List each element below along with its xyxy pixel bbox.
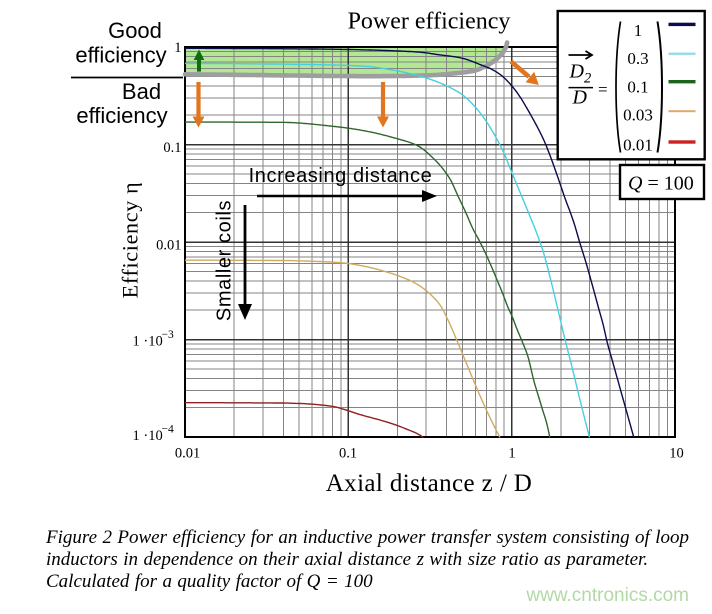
svg-text:1 ·10: 1 ·10 — [133, 428, 163, 444]
svg-text:1: 1 — [174, 40, 181, 56]
svg-text:Q = 100: Q = 100 — [628, 173, 694, 195]
svg-text:0.01: 0.01 — [175, 446, 200, 462]
svg-text:0.1: 0.1 — [627, 78, 648, 97]
svg-text:Axial distance z / D: Axial distance z / D — [326, 470, 533, 497]
svg-text:www.cntronics.com: www.cntronics.com — [525, 585, 689, 606]
svg-text:D: D — [572, 87, 588, 109]
svg-text:Power efficiency: Power efficiency — [348, 9, 511, 35]
svg-text:Efficiency η: Efficiency η — [118, 182, 143, 299]
svg-text:−3: −3 — [162, 329, 174, 341]
svg-text:Bad: Bad — [122, 79, 161, 104]
svg-text:0.1: 0.1 — [339, 446, 357, 462]
svg-text:Calculated for a quality facto: Calculated for a quality factor of Q = 1… — [46, 571, 373, 592]
svg-text:10: 10 — [669, 446, 684, 462]
svg-text:Figure 2 Power efficiency for: Figure 2 Power efficiency for an inducti… — [45, 527, 689, 548]
svg-text:efficiency: efficiency — [76, 103, 167, 128]
svg-text:0.03: 0.03 — [623, 106, 653, 125]
svg-text:0.1: 0.1 — [163, 140, 181, 156]
svg-text:0.01: 0.01 — [156, 238, 181, 254]
svg-text:Increasing distance: Increasing distance — [249, 165, 433, 187]
svg-text:=: = — [598, 80, 608, 99]
svg-text:efficiency: efficiency — [75, 43, 166, 68]
svg-text:0.01: 0.01 — [623, 136, 653, 155]
svg-text:Smaller coils: Smaller coils — [214, 200, 236, 321]
svg-text:−4: −4 — [162, 424, 174, 436]
svg-text:Good: Good — [108, 18, 162, 43]
svg-text:0.3: 0.3 — [627, 49, 648, 68]
svg-text:1 ·10: 1 ·10 — [133, 334, 163, 350]
svg-text:1: 1 — [634, 21, 643, 40]
svg-text:inductors in dependence on the: inductors in dependence on their axial d… — [46, 549, 648, 570]
svg-text:1: 1 — [508, 446, 515, 462]
